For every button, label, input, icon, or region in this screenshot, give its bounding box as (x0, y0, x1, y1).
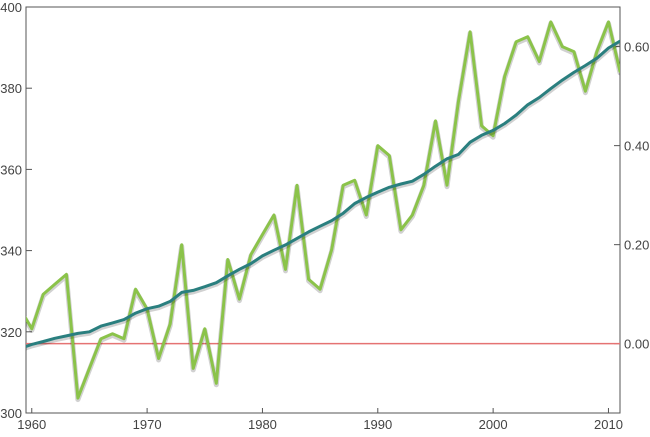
plot-frame (26, 7, 620, 413)
y-left-tick-label: 380 (0, 81, 22, 96)
x-tick-label: 1970 (133, 417, 162, 432)
x-tick-label: 1990 (363, 417, 392, 432)
x-tick-label: 2000 (479, 417, 508, 432)
y-right-tick-label: 0.60 (624, 40, 649, 55)
x-tick-label: 2010 (594, 417, 623, 432)
y-left-tick-label: 360 (0, 162, 22, 177)
y-left-tick-label: 340 (0, 244, 22, 259)
y-right-tick-label: 0.40 (624, 139, 649, 154)
y-left-tick-label: 400 (0, 0, 22, 15)
y-right-tick-label: 0.20 (624, 238, 649, 253)
x-tick-label: 1980 (248, 417, 277, 432)
series-0-shadow (20, 43, 620, 350)
x-tick-label: 1960 (17, 417, 46, 432)
y-left-tick-label: 320 (0, 325, 22, 340)
y-right-tick-label: 0.00 (624, 337, 649, 352)
co2-line (20, 41, 620, 348)
temperature-anomaly-line (20, 22, 620, 398)
